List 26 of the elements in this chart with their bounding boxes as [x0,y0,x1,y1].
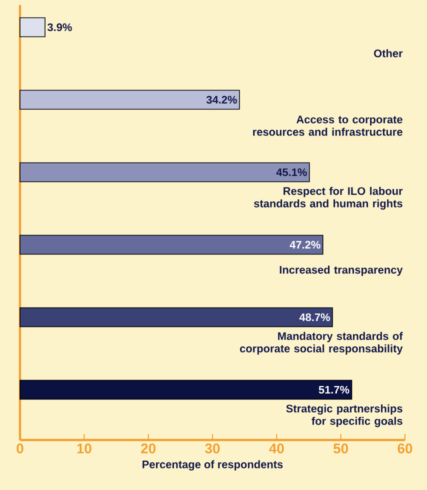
data-label: 47.2% [290,240,320,249]
y-tick-label: Other [374,49,403,58]
bar [20,90,240,110]
y-tick-label: Access to corporate resources and infrastructure [253,116,402,136]
data-label: 34.2% [206,96,237,104]
y-tick-label: Increased transparency [280,266,403,276]
x-tick-label: 50 [333,444,348,454]
data-label: 48.7% [299,313,330,322]
bar [20,307,333,328]
data-label: 51.7% [318,386,350,394]
bar [20,234,324,255]
x-axis-title: Percentage of respondents [142,460,283,471]
x-tick-label: 30 [205,444,220,454]
y-tick-label: Strategic partnerships for specific goals [286,404,402,428]
bar [20,17,46,38]
y-tick-label: Respect for ILO labour standards and human rights [254,186,403,210]
x-tick-label: 20 [141,444,156,454]
x-tick-label: 60 [398,444,412,454]
data-label: 3.9% [47,23,72,32]
x-tick-label: 0 [16,444,24,454]
x-tick-label: 10 [77,444,92,454]
data-label: 45.1% [276,168,307,176]
bar [20,162,310,182]
bar [20,380,352,400]
y-tick-label: Mandatory standards of corporate social responsability [240,332,403,355]
x-tick-label: 40 [269,444,284,454]
